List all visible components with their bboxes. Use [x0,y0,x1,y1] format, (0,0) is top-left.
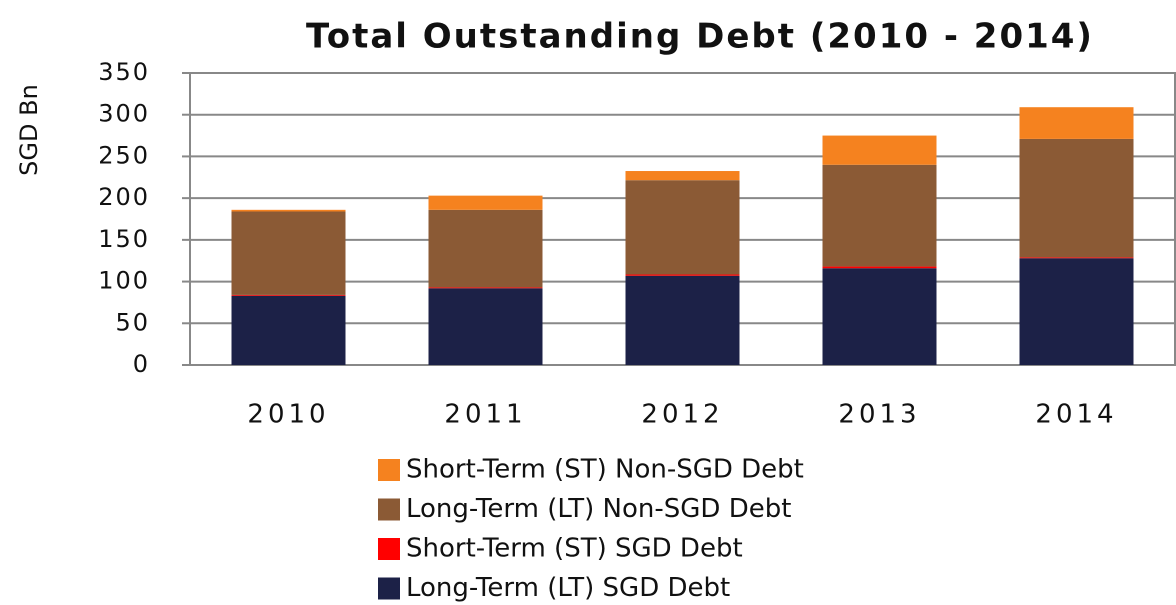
bar-segment [428,209,543,288]
y-tick-label: 350 [98,58,150,86]
bar-segment [1019,138,1134,258]
legend-swatch [378,498,400,521]
legend-label: Short-Term (ST) Non-SGD Debt [406,455,804,485]
y-axis-label: SGD Bn [15,84,43,176]
bar-segment [625,180,740,275]
bar-segment [1019,257,1134,259]
legend-label: Long-Term (LT) Non-SGD Debt [406,494,791,524]
bar-segment [625,275,740,365]
legend-label: Long-Term (LT) SGD Debt [406,573,730,603]
legend-swatch [378,577,400,600]
y-tick-label: 0 [133,350,150,378]
bar-segment [1019,258,1134,365]
x-tick-label: 2010 [247,400,329,430]
bar-segment [822,266,937,269]
bar-segment [231,294,346,296]
bar-segment [231,295,346,365]
y-tick-label: 150 [98,225,150,253]
y-tick-label: 300 [98,100,150,128]
bar-segment [822,164,937,267]
bar-segment [822,135,937,165]
legend-label: Short-Term (ST) SGD Debt [406,534,743,564]
legend-swatch [378,459,400,481]
bar-segment [428,287,543,289]
bar-segment [231,209,346,212]
bar-segment [625,171,740,181]
bar-segment [625,274,740,276]
bar-segment [1019,107,1134,139]
x-tick-label: 2012 [641,400,723,430]
bar-segment [231,211,346,295]
y-tick-label: 50 [115,308,150,336]
bar-segment [822,268,937,365]
bar-segment [428,195,543,210]
x-tick-label: 2011 [444,400,526,430]
x-tick-label: 2014 [1035,400,1117,430]
y-tick-label: 200 [98,183,150,211]
bar-segment [428,288,543,365]
legend-swatch [378,538,400,560]
y-tick-label: 250 [98,141,150,169]
chart-title: Total Outstanding Debt (2010 - 2014) [306,17,1094,57]
y-tick-label: 100 [98,267,150,295]
x-tick-label: 2013 [838,400,920,430]
